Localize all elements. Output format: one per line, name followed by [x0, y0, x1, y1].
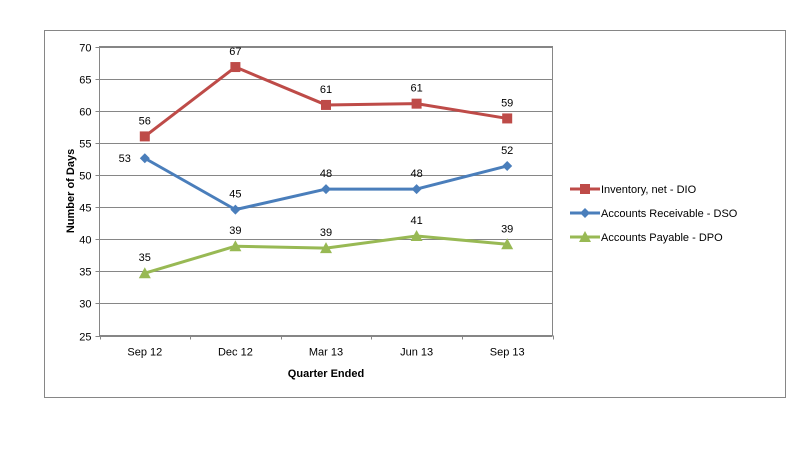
series-1: 56 67 61 61 59	[139, 46, 513, 142]
data-label: 48	[410, 168, 422, 180]
legend-item: Accounts Payable - DPO	[570, 231, 723, 244]
series-group: 56 67 61 61 59 53 45 48 48 52 35 39 39 41 39	[119, 46, 514, 279]
square-marker	[321, 99, 331, 110]
data-label: 56	[139, 115, 151, 127]
square-marker	[580, 184, 590, 194]
triangle-marker	[410, 229, 423, 241]
data-label: 39	[320, 227, 332, 239]
triangle-marker	[501, 238, 514, 250]
y-tick-label: 50	[79, 171, 91, 183]
y-tick-label: 70	[79, 43, 91, 55]
data-label: 39	[229, 225, 241, 237]
legend-label: Inventory, net - DIO	[601, 184, 697, 196]
x-axis-title: Quarter Ended	[288, 368, 364, 380]
data-label: 61	[410, 83, 422, 95]
data-label: 35	[139, 252, 151, 264]
legend-item: Inventory, net - DIO	[570, 184, 697, 196]
data-label: 48	[320, 168, 332, 180]
plot-area-border	[99, 46, 553, 336]
x-tick-label: Sep 13	[490, 347, 525, 359]
series-3: 35 39 39 41 39	[138, 215, 514, 279]
y-tick-label: 55	[79, 139, 91, 151]
data-label: 53	[119, 153, 131, 165]
y-tick-label: 60	[79, 107, 91, 119]
square-marker	[411, 98, 422, 109]
x-axis: Sep 12 Dec 12 Mar 13 Jun 13 Sep 13	[100, 335, 554, 359]
y-tick-label: 30	[79, 299, 91, 311]
y-tick-label: 40	[79, 235, 91, 247]
x-tick-label: Jun 13	[400, 347, 433, 359]
diamond-marker	[502, 160, 513, 171]
y-tick-label: 65	[79, 75, 91, 87]
diamond-marker	[321, 184, 331, 195]
y-tick-label: 35	[79, 267, 91, 279]
y-tick-label: 25	[79, 332, 91, 344]
series-2: 53 45 48 48 52	[119, 145, 513, 215]
square-marker	[502, 113, 513, 124]
data-label: 59	[501, 97, 513, 109]
x-tick-label: Dec 12	[218, 347, 253, 359]
legend-label: Accounts Payable - DPO	[601, 232, 723, 244]
data-label: 61	[320, 84, 332, 96]
data-label: 41	[410, 215, 422, 227]
diamond-marker	[139, 153, 150, 164]
x-tick-label: Mar 13	[309, 347, 343, 359]
y-axis-title: Number of Days	[65, 149, 77, 233]
data-label: 39	[501, 223, 513, 235]
square-marker	[230, 62, 241, 73]
diamond-marker	[230, 204, 241, 215]
triangle-marker	[138, 267, 151, 279]
square-marker	[139, 131, 150, 142]
triangle-marker	[579, 231, 591, 242]
data-label: 52	[501, 145, 513, 157]
x-tick-label: Sep 12	[127, 347, 162, 359]
legend: Inventory, net - DIO Accounts Receivable …	[570, 184, 738, 244]
legend-label: Accounts Receivable - DSO	[601, 208, 738, 220]
data-label: 67	[229, 46, 241, 58]
y-tick-label: 45	[79, 203, 91, 215]
y-axis: 25 30 35 40 45 50 55 60 65 70	[79, 43, 100, 344]
triangle-marker	[229, 240, 242, 252]
diamond-marker	[411, 184, 422, 195]
data-label: 45	[229, 189, 241, 201]
triangle-marker	[320, 242, 332, 254]
legend-item: Accounts Receivable - DSO	[570, 208, 738, 220]
gridlines	[99, 47, 553, 337]
diamond-marker	[580, 208, 590, 218]
